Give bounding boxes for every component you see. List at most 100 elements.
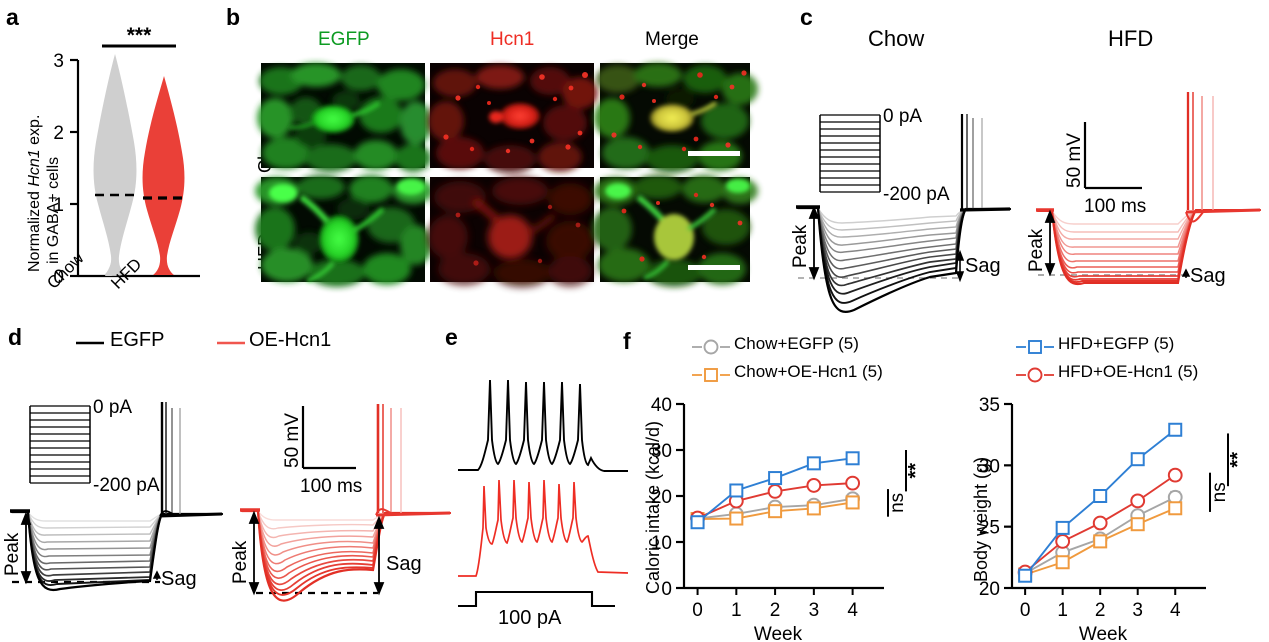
- panel-b-col-header-merge: Merge: [645, 29, 699, 50]
- panel-e-current-label: 100 pA: [498, 607, 562, 629]
- panel-d-egfp-sag-label: Sag: [161, 568, 197, 590]
- chart-right-xtick: 4: [1170, 600, 1181, 621]
- panel-c-title-hfd: HFD: [1108, 26, 1154, 51]
- chart-left-ytick: 10: [651, 533, 672, 554]
- chart-left-xtick: 1: [731, 600, 742, 621]
- panel-d-egfp-sag-arrow: [152, 570, 162, 580]
- chart-right-datapoint: [1130, 452, 1145, 467]
- chart-left-ytick: 30: [651, 441, 672, 462]
- micrograph-chow-merge: [594, 63, 758, 173]
- panel-f-legend-marker-chow-egfp: [692, 339, 730, 355]
- panel-c-hfd-sag-label: Sag: [1190, 265, 1226, 287]
- chart-right-datapoint: [1055, 520, 1070, 535]
- panel-letter-f: f: [623, 328, 631, 354]
- panel-e-traces: 100 pA: [458, 379, 629, 629]
- chart-left-ytick: 20: [651, 487, 672, 508]
- panel-d-oe-hcn1-traces: 50 mV 100 ms: [230, 404, 452, 602]
- panel-f-caloric-intake-chart: 0 10 20 30 40 0 1 2 3 4 Week ** ns: [651, 395, 927, 642]
- panel-c-hfd-sag-arrow: [1181, 268, 1191, 278]
- panel-c-hfd-peak-arrow: [1044, 209, 1056, 277]
- panel-c-hfd-scale-t: 100 ms: [1084, 196, 1146, 217]
- micrograph-hfd-hcn1: [428, 177, 594, 287]
- panel-c-chow-inset-top-label: 0 pA: [883, 106, 922, 127]
- panel-letter-b: b: [226, 4, 241, 30]
- chart-right-datapoint: [1168, 501, 1183, 516]
- chart-right-datapoint: [1055, 555, 1070, 570]
- chart-right-datapoint: [1092, 515, 1108, 531]
- violin-hfd: [142, 76, 185, 275]
- panel-c-title-chow: Chow: [868, 26, 925, 51]
- violin-chow-outline: [93, 54, 137, 275]
- chart-left-xtick: 0: [692, 600, 703, 621]
- chart-left-datapoint: [768, 504, 783, 519]
- chart-left-datapoint: [845, 495, 860, 510]
- scale-bar-hfd-merge: [688, 265, 740, 270]
- panel-d-egfp-peak-label: Peak: [2, 532, 23, 576]
- panel-c-chow-peak-arrow: [808, 205, 820, 281]
- micrograph-hfd-merge: [592, 175, 758, 287]
- panel-a-ytick-3: 3: [53, 51, 64, 72]
- panel-d-egfp-step-inset: [29, 405, 91, 484]
- chart-right-datapoint: [1093, 489, 1108, 503]
- panel-f-legend-label-chow-oe-hcn1: Chow+OE-Hcn1 (5): [734, 362, 883, 381]
- panel-letter-a: a: [6, 4, 19, 30]
- chart-right-datapoint: [1093, 534, 1108, 549]
- micrograph-chow-egfp: [257, 63, 432, 172]
- panel-d-oe-hcn1-sag-label: Sag: [386, 553, 422, 575]
- panel-b-col-header-hcn1: Hcn1: [490, 29, 535, 50]
- panel-c-chow-sag-label: Sag: [965, 255, 1001, 277]
- panel-d-oe-hcn1-peak-arrow: [248, 510, 260, 596]
- chart-right-ytick: 25: [979, 518, 1000, 539]
- micrograph-hfd-egfp: [255, 175, 433, 287]
- panel-b-row-header-chow: Chow: [236, 85, 275, 175]
- chart-left-datapoint: [729, 511, 744, 526]
- chart-right-datapoint: [1055, 533, 1071, 549]
- chart-left-ytick: 40: [651, 395, 672, 416]
- chart-left-datapoint: [690, 515, 705, 530]
- panel-a-violin-chart: 0 1 2 3 ***: [53, 24, 200, 288]
- panel-letter-d: d: [8, 324, 23, 350]
- panel-e-trace-egfp: [458, 379, 628, 472]
- panel-c-chow-peak-label: Peak: [790, 224, 811, 268]
- chart-right-sig-inner-label: ns: [1209, 482, 1230, 502]
- chart-left-xtick: 3: [809, 600, 820, 621]
- chart-right-datapoint: [1018, 568, 1033, 583]
- panel-f-legend-label-hfd-oe-hcn1: HFD+OE-Hcn1 (5): [1058, 362, 1199, 381]
- chart-right-xtick: 3: [1132, 600, 1143, 621]
- chart-right-datapoint: [1130, 493, 1146, 509]
- panel-a-ytick-2: 2: [53, 123, 64, 144]
- chart-left-datapoint: [845, 451, 860, 466]
- panel-a-ylabel: Normalized Hcn1 exp. in GABA+ cells: [10, 58, 62, 273]
- panel-f-right-ylabel: Body weight (g): [971, 456, 991, 582]
- panel-f-legend-label-hfd-egfp: HFD+EGFP (5): [1058, 334, 1175, 353]
- chart-left-datapoint: [806, 501, 821, 516]
- panel-a-ytick-0: 0: [53, 267, 64, 288]
- chart-right-xlabel: Week: [1079, 624, 1128, 642]
- panel-d-oe-hcn1-scalebar: [301, 406, 356, 470]
- chart-right-datapoint: [1167, 467, 1183, 483]
- chart-right-ytick: 20: [979, 579, 1000, 600]
- chart-right-xtick: 1: [1057, 600, 1068, 621]
- chart-left-series: [690, 451, 860, 530]
- chart-right-datapoint: [1168, 422, 1183, 437]
- panel-d-oe-hcn1-scale-t: 100 ms: [300, 476, 362, 497]
- scale-bar-chow-merge: [688, 151, 740, 156]
- panel-d-legend-line-oe-hcn1: [217, 341, 245, 345]
- panel-a-ytick-1: 1: [53, 195, 64, 216]
- chart-left-xtick: 4: [847, 600, 858, 621]
- chart-left-xlabel: Week: [754, 624, 803, 642]
- panel-d-oe-hcn1-scale-v: 50 mV: [282, 413, 303, 468]
- panel-d-oe-hcn1-sag-arrow: [373, 515, 385, 596]
- panel-c-hfd-scalebar: [1083, 122, 1142, 190]
- panel-e-stimulus-step: [458, 590, 615, 608]
- chart-left-sig-outer-label: **: [905, 463, 927, 479]
- chart-left-datapoint: [845, 475, 861, 491]
- panel-c-chow-traces: 0 pA -200 pA: [790, 106, 1012, 313]
- chart-right-xtick: 2: [1095, 600, 1106, 621]
- panel-d-legend-line-egfp: [76, 341, 104, 345]
- panel-f-legend-label-chow-egfp: Chow+EGFP (5): [734, 334, 859, 353]
- panel-c-chow-inset-bottom-label: -200 pA: [883, 184, 950, 205]
- chart-right-series: [1017, 467, 1183, 580]
- chart-right-xtick: 0: [1020, 600, 1031, 621]
